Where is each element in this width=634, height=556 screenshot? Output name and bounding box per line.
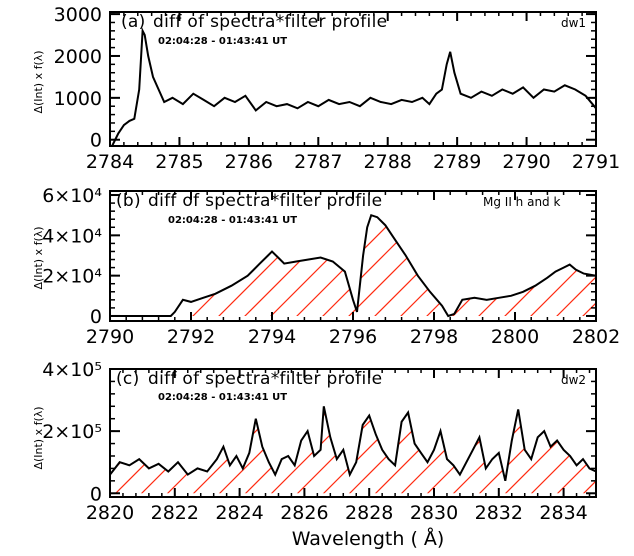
panel-a-xtick-label: 2787 [294, 151, 342, 173]
panel-a-ytick-label: 2000 [54, 46, 102, 68]
panel-c-xtick-label: 2822 [151, 502, 199, 524]
panel-a-tag: dw1 [561, 16, 586, 30]
panel-c-xtick-label: 2832 [475, 502, 523, 524]
panel-c-title: diff of spectra*filter profile [148, 369, 382, 389]
panel-a-xtick-label: 2784 [86, 151, 134, 173]
panel-a-xtick-label: 2789 [433, 151, 481, 173]
panel-b-xtick-label: 2794 [248, 326, 296, 348]
panel-b-xtick-label: 2792 [167, 326, 215, 348]
panel-b-subtitle: 02:04:28 - 01:43:41 UT [168, 215, 297, 226]
panel-a: 2784 2785 2786 2787 2788 2789 2790 2791 0 1000 200… [32, 4, 620, 173]
panel-a-series-line [111, 27, 597, 147]
panel-c-xtick-label: 2826 [280, 502, 328, 524]
panel-c-xtick-label: 2824 [215, 502, 263, 524]
panel-b-ytick-label: 2×10⁴ [42, 266, 102, 288]
panel-c-xtick-label: 2834 [539, 502, 587, 524]
panel-a-xtick-label: 2786 [225, 151, 273, 173]
panel-a-ytick-label: 3000 [54, 4, 102, 26]
panel-b-xtick-label: 2802 [572, 326, 620, 348]
panel-b-ylabel: Δ(Int) x f(λ) [32, 226, 45, 289]
panel-a-subtitle: 02:04:28 - 01:43:41 UT [158, 36, 287, 47]
panel-a-frame [109, 11, 597, 147]
panel-b-series-line [110, 213, 597, 318]
panel-c-ylabel: Δ(Int) x f(λ) [32, 406, 45, 469]
panel-a-label: (a) [121, 12, 146, 32]
panel-c-xtick-label: 2828 [345, 502, 393, 524]
panel-c-xtick-label: 2830 [410, 502, 458, 524]
panel-c-xtick-label: 2820 [86, 502, 134, 524]
panel-c-series-line [109, 406, 597, 482]
panel-b-label: (b) [116, 191, 141, 211]
panel-b: 2790 2792 2794 2796 2798 2800 2802 0 2×10⁴ 4×10⁴ 6… [32, 185, 620, 348]
panel-c-tag: dw2 [561, 373, 586, 387]
panel-b-tag: Mg II h and k [483, 195, 560, 209]
panel-b-title: diff of spectra*filter profile [148, 191, 382, 211]
panel-b-ticks: 2790 2792 2794 2796 2798 2800 2802 0 2×10⁴ 4×10⁴ 6… [42, 185, 620, 348]
panel-a-ytick-label: 1000 [54, 88, 102, 110]
panel-c-frame [109, 368, 597, 498]
panel-b-xtick-label: 2796 [329, 326, 377, 348]
panel-b-ytick-label: 6×10⁴ [42, 185, 102, 207]
panel-a-xtick-label: 2785 [155, 151, 203, 173]
panel-a-ticks: 2784 2785 2786 2787 2788 2789 2790 2791 0 1000 200… [54, 4, 621, 173]
panel-c: 2820 2822 2824 2826 2828 2830 2832 2834 0 2×10⁵ 4×… [32, 359, 597, 550]
panel-a-ytick-label: 0 [90, 130, 102, 152]
panel-b-xtick-label: 2790 [86, 326, 134, 348]
panel-b-ytick-label: 4×10⁴ [42, 225, 102, 247]
panel-a-xtick-label: 2788 [364, 151, 412, 173]
panel-a-title: diff of spectra*filter profile [153, 12, 387, 32]
panel-b-ytick-label: 0 [90, 306, 102, 328]
panel-b-xtick-label: 2798 [410, 326, 458, 348]
panel-c-xlabel: Wavelength ( Å) [292, 527, 445, 550]
panel-c-ytick-label: 2×10⁵ [42, 421, 102, 443]
panel-c-ytick-label: 4×10⁵ [42, 359, 102, 381]
panel-c-ytick-label: 0 [90, 483, 102, 505]
panel-a-ylabel: Δ(Int) x f(λ) [32, 50, 45, 113]
panel-c-label: (c) [116, 369, 140, 389]
panel-c-subtitle: 02:04:28 - 01:43:41 UT [158, 392, 287, 403]
panel-a-xtick-label: 2790 [502, 151, 550, 173]
panel-c-ticks: 2820 2822 2824 2826 2828 2830 2832 2834 0 2×10⁵ 4×… [42, 359, 596, 524]
panel-a-xtick-label: 2791 [572, 151, 620, 173]
panel-b-xtick-label: 2800 [491, 326, 539, 348]
